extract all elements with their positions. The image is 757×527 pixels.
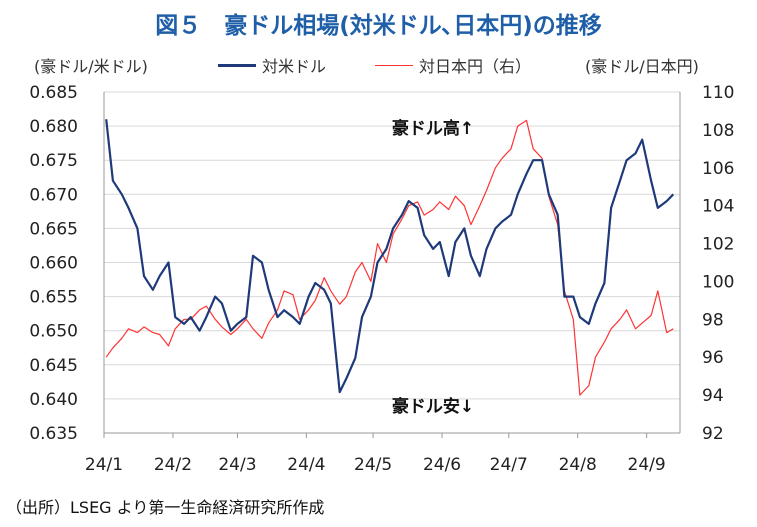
x-tick-label: 24/5 [354,455,392,475]
series-line-usd [105,119,675,394]
legend-swatch-jpy [375,64,413,66]
chart-title: 図５ 豪ドル相場(対米ドル､日本円)の推移 [155,13,602,39]
y-left-tick-label: 0.685 [29,83,78,103]
y-right-tick-label: 106 [702,159,734,179]
y-left-tick-label: 0.660 [29,254,78,274]
y-right-tick-label: 98 [702,310,724,330]
y-left-tick-label: 0.680 [29,117,78,137]
legend-label-usd: 対米ドル [262,57,327,76]
source-note: （出所）LSEG より第一生命経済研究所作成 [6,498,325,517]
annotation-down: 豪ドル安↓ [392,396,474,417]
y-right-tick-label: 96 [702,348,724,368]
x-tick-label: 24/7 [490,455,528,475]
right-axis-unit: (豪ドル/日本円) [585,57,699,76]
x-tick-label: 24/6 [423,455,461,475]
y-left-tick-label: 0.640 [29,390,78,410]
left-axis-unit: (豪ドル/米ドル) [34,57,148,76]
legend-label-jpy: 対日本円（右） [419,57,532,76]
y-right-tick-label: 102 [702,235,734,255]
y-right-tick-label: 100 [702,272,734,292]
y-right-tick-label: 94 [702,386,724,406]
y-left-tick-label: 0.650 [29,322,78,342]
legend-swatch-usd [218,63,256,67]
y-left-tick-label: 0.645 [29,356,78,376]
x-tick-label: 24/1 [85,455,123,475]
y-right-tick-label: 92 [702,424,724,444]
x-tick-label: 24/2 [154,455,192,475]
y-left-tick-label: 0.655 [29,288,78,308]
series-line-jpy [105,119,674,396]
legend-item-jpy: 対日本円（右） [375,53,531,77]
x-tick-label: 24/9 [628,455,666,475]
y-right-tick-label: 108 [702,121,734,141]
y-left-tick-label: 0.675 [29,151,78,171]
x-tick-label: 24/3 [218,455,256,475]
y-left-tick-label: 0.665 [29,219,78,239]
x-tick-label: 24/8 [559,455,597,475]
x-tick-label: 24/4 [287,455,325,475]
annotation-up: 豪ドル高↑ [392,118,474,139]
y-left-tick-label: 0.670 [29,185,78,205]
legend-item-usd: 対米ドル [218,53,326,77]
y-right-tick-label: 110 [702,83,734,103]
y-right-tick-label: 104 [702,197,734,217]
y-left-tick-label: 0.635 [29,424,78,444]
